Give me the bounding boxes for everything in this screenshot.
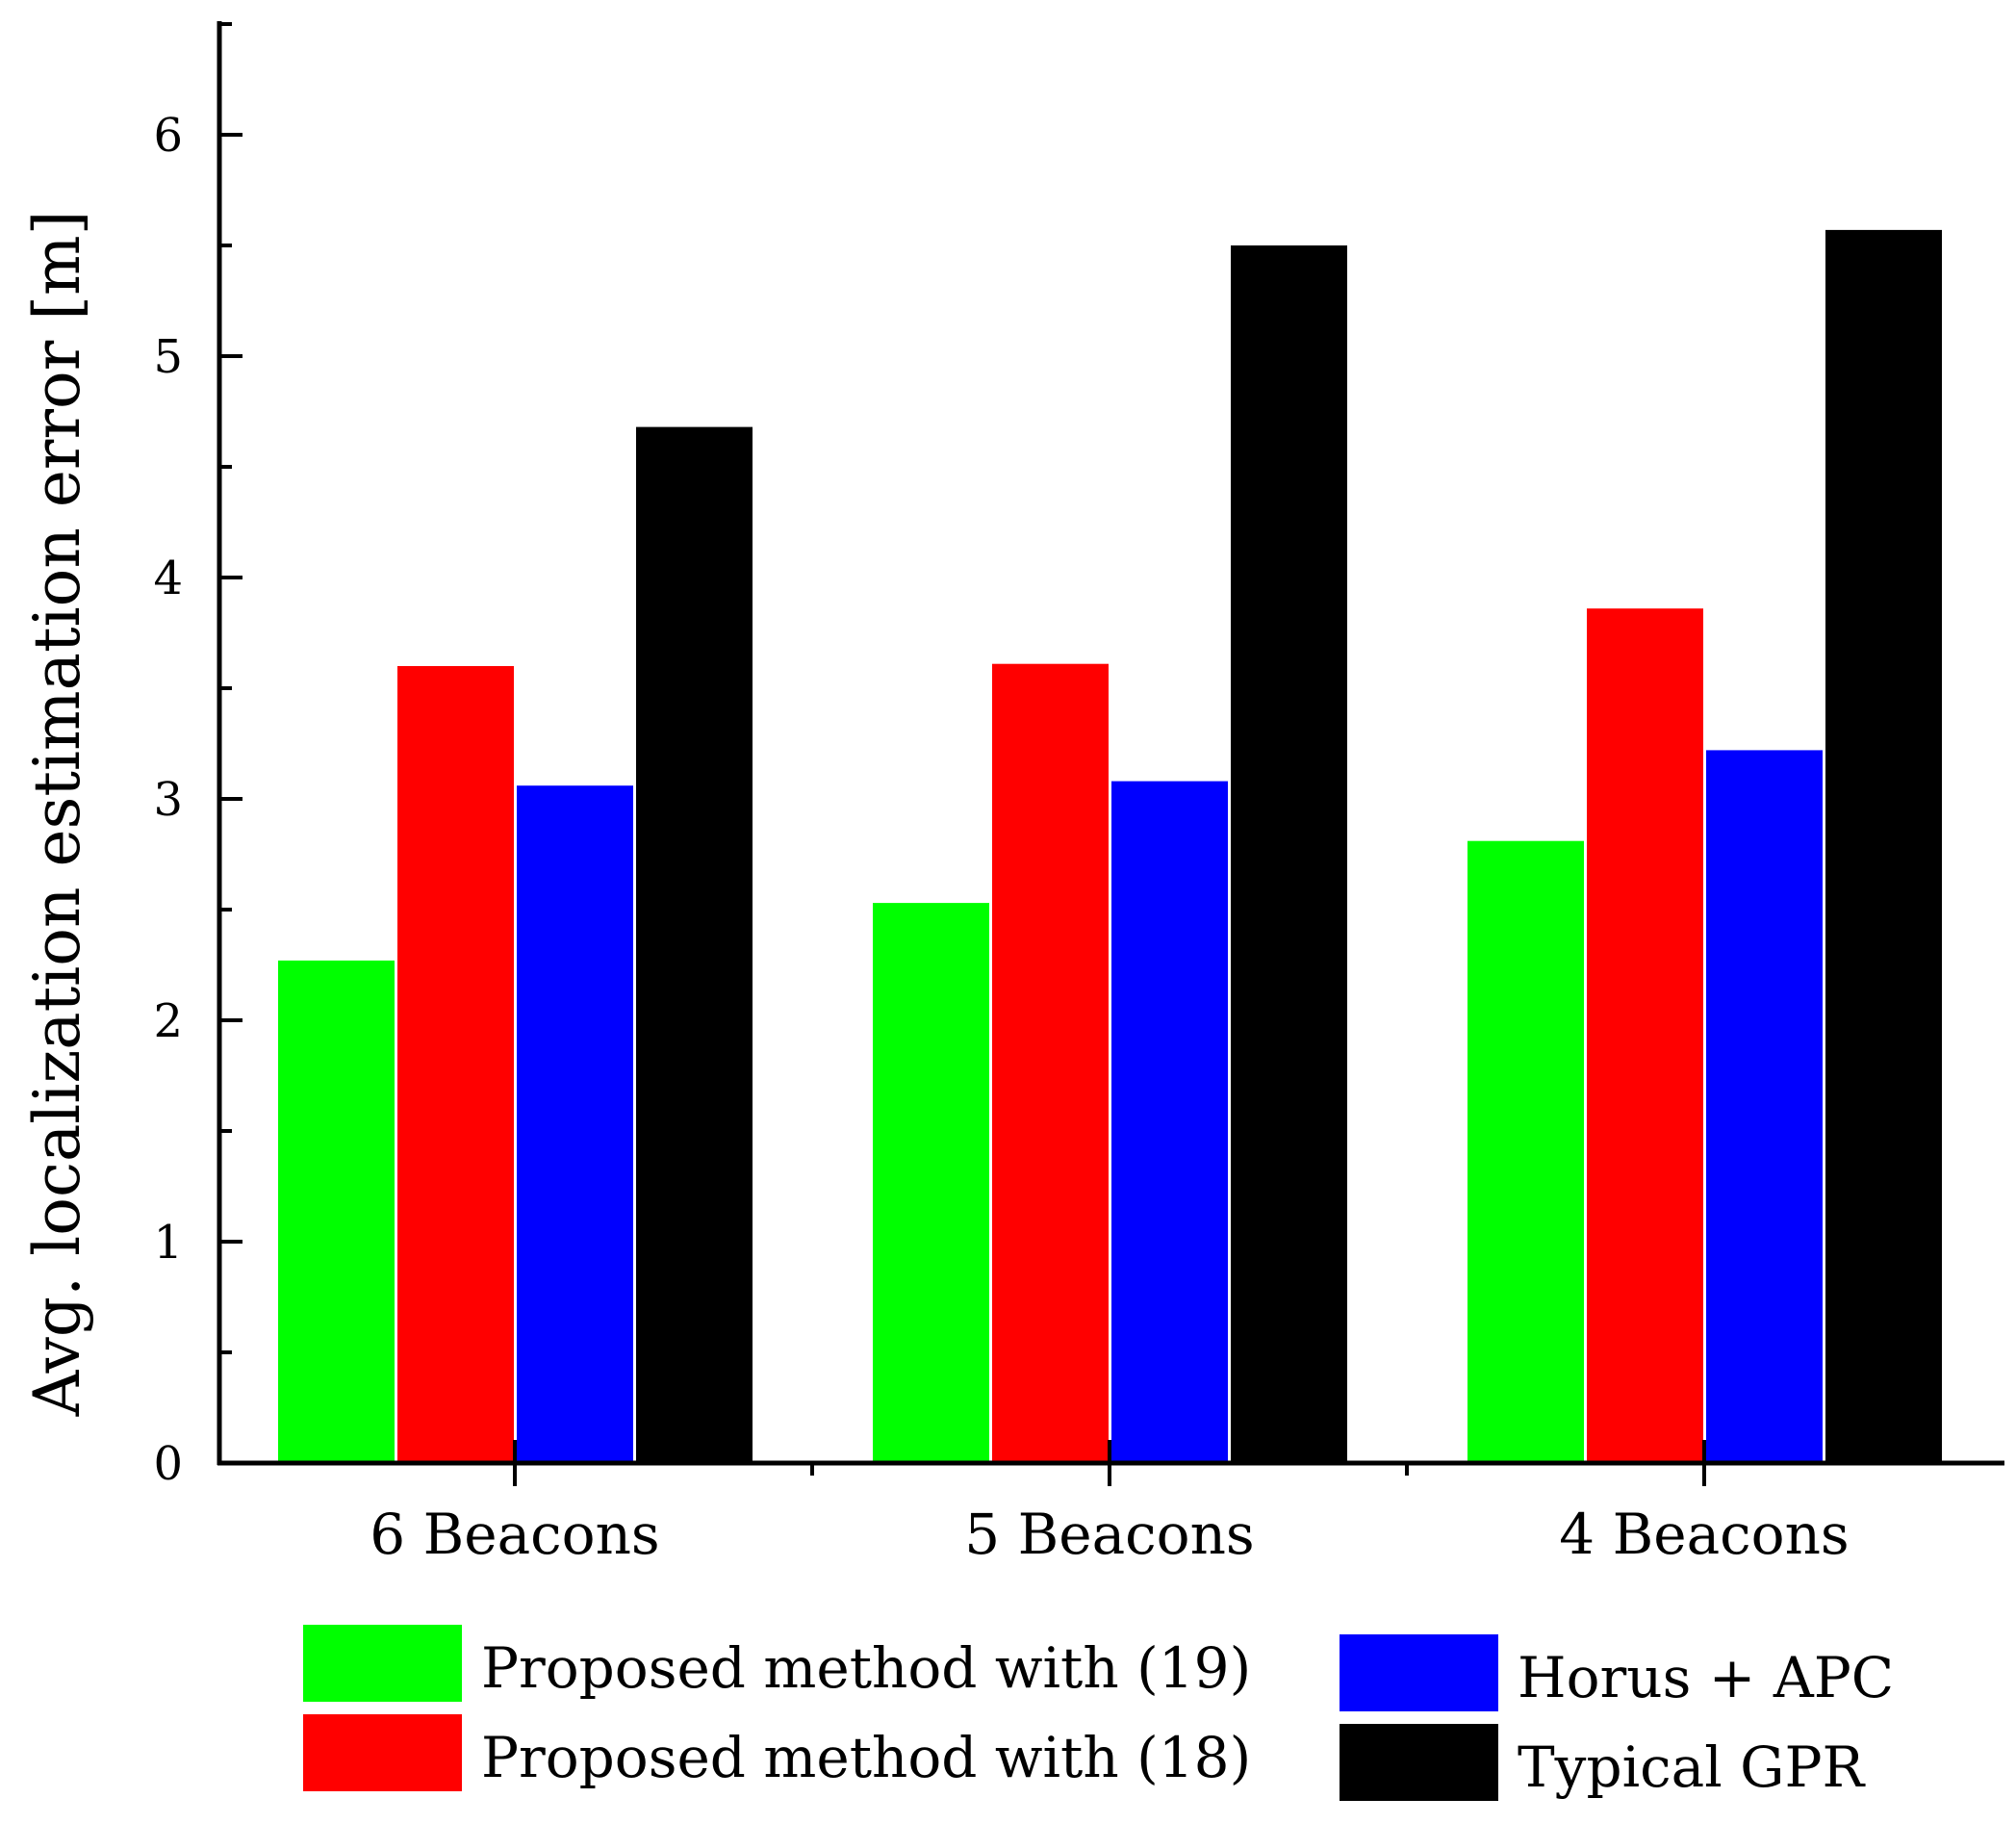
- bar-1-3: [1467, 840, 1584, 1463]
- y-tick-label: 3: [153, 773, 183, 827]
- y-tick-label: 6: [153, 109, 183, 163]
- x-category-label: 5 Beacons: [964, 1502, 1254, 1567]
- x-category-label: 4 Beacons: [1559, 1502, 1849, 1567]
- bar-3-3: [1706, 750, 1823, 1463]
- y-tick-label: 0: [153, 1437, 183, 1491]
- y-tick-label: 1: [153, 1216, 183, 1270]
- legend-label-3: Horus + APC: [1518, 1645, 1894, 1710]
- legend-label-1: Proposed method with (19): [481, 1635, 1251, 1701]
- bar-2-3: [1587, 608, 1703, 1463]
- y-axis-title: Avg. localization estimation error [m]: [20, 211, 94, 1418]
- legend-label-4: Typical GPR: [1518, 1734, 1867, 1800]
- y-tick-label: 2: [153, 994, 183, 1048]
- bar-3-2: [1111, 781, 1228, 1463]
- bar-1-2: [873, 903, 989, 1463]
- x-category-label: 6 Beacons: [370, 1502, 659, 1567]
- bar-3-1: [517, 785, 633, 1463]
- legend: Proposed method with (19) Proposed method…: [303, 1625, 1894, 1801]
- legend-swatch-4: [1340, 1724, 1498, 1801]
- bar-4-2: [1231, 245, 1347, 1463]
- bar-2-2: [992, 663, 1109, 1463]
- y-tick-label: 4: [153, 552, 183, 605]
- legend-swatch-2: [303, 1714, 462, 1791]
- legend-swatch-1: [303, 1625, 462, 1702]
- y-tick-label: 5: [153, 330, 183, 384]
- bar-4-1: [636, 426, 753, 1464]
- bar-1-1: [278, 960, 395, 1463]
- legend-swatch-3: [1340, 1634, 1498, 1711]
- bars-group: [278, 229, 1942, 1464]
- legend-label-2: Proposed method with (18): [481, 1725, 1251, 1790]
- bar-2-1: [397, 666, 514, 1463]
- bar-4-3: [1825, 229, 1942, 1463]
- y-ticks-group: 0 1 2 3 4 5 6: [153, 22, 242, 1491]
- x-ticks-group: 6 Beacons 5 Beacons 4 Beacons: [370, 1440, 1850, 1567]
